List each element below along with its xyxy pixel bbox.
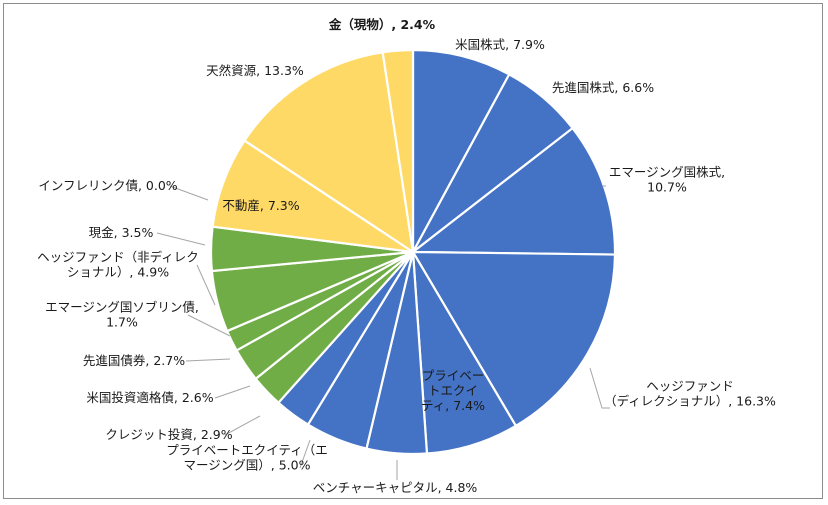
data-label-6: ベンチャーキャピタル, 4.8% bbox=[313, 480, 478, 495]
data-label-2: 先進国株式, 6.6% bbox=[552, 80, 654, 95]
data-label-7: プライベートエクイティ（エマージング国）, 5.0% bbox=[166, 443, 328, 473]
data-label-13: 現金, 3.5% bbox=[89, 225, 154, 240]
data-label-8: クレジット投資, 2.9% bbox=[105, 427, 232, 442]
leader-line-11 bbox=[187, 314, 231, 337]
leader-line-8 bbox=[224, 415, 261, 436]
data-label-10: 先進国債券, 2.7% bbox=[83, 353, 185, 368]
leader-line-4 bbox=[589, 367, 610, 409]
leader-line-7 bbox=[299, 439, 311, 469]
leader-line-14 bbox=[169, 185, 209, 201]
data-label-4: ヘッジファンド（ディレクショナル）, 16.3% bbox=[604, 379, 776, 409]
data-label-12: ヘッジファンド（非ディレクショナル）, 4.9% bbox=[37, 250, 199, 280]
data-label-17: 金（現物）, 2.4% bbox=[328, 17, 436, 32]
pie-slice-17 bbox=[381, 48, 415, 254]
leader-line-12 bbox=[196, 264, 216, 306]
data-label-16: 天然資源, 13.3% bbox=[206, 63, 304, 78]
leader-line-10 bbox=[185, 358, 231, 362]
pie-slice-3 bbox=[411, 127, 617, 256]
pie-slice-4 bbox=[411, 250, 617, 427]
data-label-5: プライベートエクイティ, 7.4% bbox=[421, 368, 485, 413]
leader-line-13 bbox=[156, 232, 206, 246]
data-label-9: 米国投資適格債, 2.6% bbox=[86, 390, 213, 405]
data-label-3: エマージング国株式, 10.7% bbox=[609, 165, 725, 195]
pie-slice-1 bbox=[411, 48, 511, 254]
data-label-1: 米国株式, 7.9% bbox=[455, 37, 545, 52]
data-label-14: インフレリンク債, 0.0% bbox=[38, 178, 177, 193]
data-label-11: エマージング国ソブリン債, 1.7% bbox=[45, 300, 199, 330]
leader-line-9 bbox=[214, 385, 251, 399]
pie-slice-16 bbox=[243, 51, 415, 254]
data-label-15: 不動産, 7.3% bbox=[222, 198, 299, 213]
